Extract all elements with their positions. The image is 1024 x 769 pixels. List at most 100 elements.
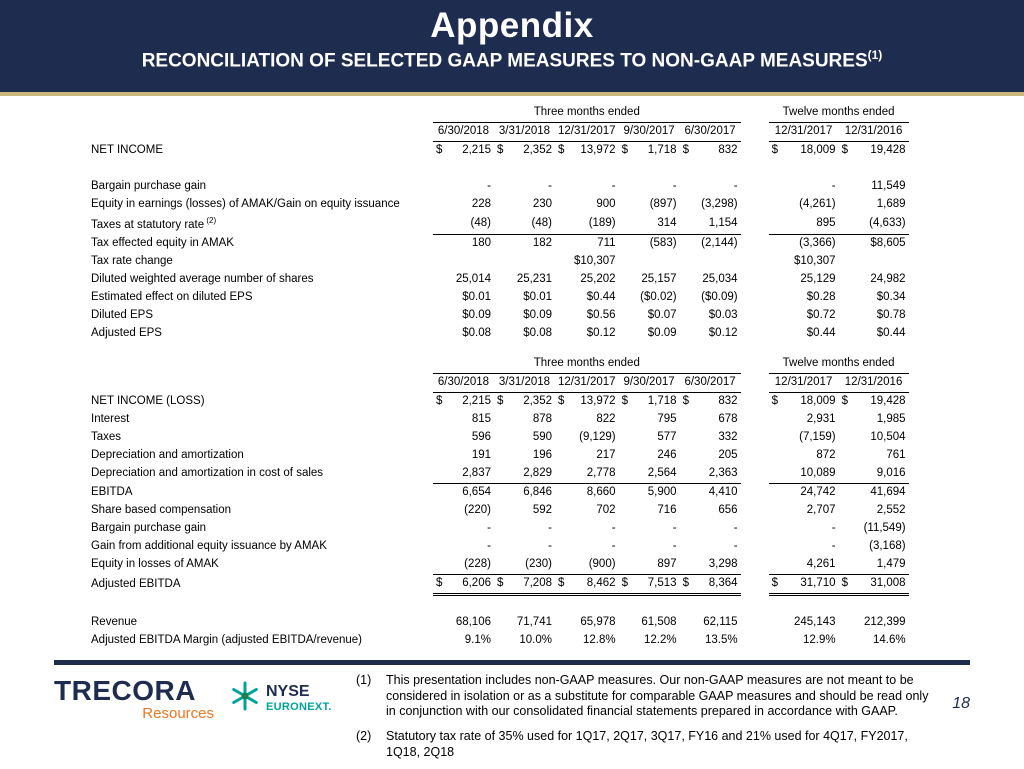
nyse-logo-line1: NYSE	[266, 683, 310, 701]
table-cell: 878	[532, 413, 552, 426]
date-column-header: 6/30/2017	[679, 373, 741, 394]
table-cell: $13,972	[555, 142, 619, 161]
table-cell: $0.44	[876, 327, 906, 340]
currency-symbol: $	[682, 144, 689, 157]
table-cell: -	[831, 522, 836, 535]
table-cell: -	[487, 522, 491, 535]
table-cell: 4,261	[768, 556, 839, 576]
table-cell: 656	[718, 504, 738, 517]
date-column-header: 3/31/2018	[494, 122, 555, 142]
table-cell: 245,143	[793, 616, 836, 629]
table-cell	[741, 355, 769, 374]
footnote-2: (2) Statutory tax rate of 35% used for 1…	[356, 729, 936, 760]
table-cell	[88, 374, 433, 393]
row-label: Interest	[91, 413, 130, 426]
table-row	[88, 160, 909, 178]
table-cell	[741, 289, 769, 307]
cell-value: 18,009	[800, 395, 836, 408]
table-cell: $19,428	[839, 393, 909, 412]
table-cell: $0.56	[586, 309, 616, 322]
cell-value: 832	[718, 395, 738, 408]
table-cell: 230	[532, 198, 552, 211]
table-cell: $8,462	[555, 574, 619, 597]
table-cell: -	[831, 540, 836, 553]
table-cell	[494, 595, 555, 615]
table-cell: $832	[680, 393, 741, 412]
table-row: Diluted weighted average number of share…	[88, 271, 909, 289]
nyse-euronext-logo: NYSE EURONEXT.	[230, 673, 340, 716]
table-cell: 24,742	[800, 486, 836, 499]
table-cell: 25,014	[455, 273, 491, 286]
cell-value: 1,718	[647, 144, 677, 157]
table-cell: $2,215	[433, 393, 494, 412]
table-cell: $8,364	[679, 574, 741, 597]
table-row: Taxes 596 590 (9,129) 577 332 (7,159) 10,504	[88, 429, 909, 447]
date-column-header: 12/31/2017	[555, 122, 619, 142]
table-cell	[619, 160, 680, 178]
trecora-logo-wordmark: TRECORA	[54, 675, 196, 707]
table-cell	[741, 447, 769, 465]
row-label: Equity in earnings (losses) of AMAK/Gain…	[91, 198, 400, 211]
date-header-row: 6/30/2018 3/31/2018 12/31/2017 9/30/2017 6/3…	[88, 122, 909, 142]
row-label: Gain from additional equity issuance by …	[91, 540, 327, 553]
table-cell: 332	[718, 431, 738, 444]
table-cell: 6,846	[523, 486, 552, 499]
table-cell: 596	[471, 431, 491, 444]
table-cell: $18,009	[769, 393, 839, 412]
table-cell: (9,129)	[579, 431, 616, 444]
table-cell: 2,837	[433, 465, 494, 485]
table-cell	[741, 632, 769, 650]
table-cell	[619, 595, 680, 615]
currency-symbol: $	[771, 577, 778, 590]
table-cell: -	[733, 180, 738, 193]
cell-value: 8,462	[586, 577, 616, 590]
cell-value: 19,428	[870, 395, 906, 408]
table-cell	[741, 214, 769, 235]
col-group-header: Three months ended	[433, 104, 741, 123]
table-cell: 577	[657, 431, 677, 444]
table-cell: 62,115	[703, 616, 738, 629]
table-cell	[741, 484, 769, 503]
table-row: Bargain purchase gain - - - - - - 11,549	[88, 178, 909, 196]
cell-value: 7,208	[523, 577, 552, 590]
table-cell: 25,034	[702, 273, 738, 286]
table-cell: ($0.09)	[701, 291, 738, 304]
footnote-1: (1) This presentation includes non-GAAP …	[356, 673, 936, 720]
currency-symbol: $	[841, 395, 848, 408]
cell-value: 8,364	[708, 577, 738, 590]
table-row: Adjusted EBITDA Margin (adjusted EBITDA/…	[88, 632, 909, 650]
row-label: Diluted weighted average number of share…	[91, 273, 314, 286]
table-cell: 25,129	[800, 273, 836, 286]
table-cell: (900)	[555, 556, 619, 576]
table-cell: (2,144)	[701, 237, 738, 250]
slide-body: Three months ended Twelve months ended 6…	[0, 96, 1024, 650]
table-cell: 41,694	[870, 486, 906, 499]
table-cell	[741, 520, 769, 538]
table-cell: -	[487, 540, 491, 553]
row-label: Revenue	[91, 616, 138, 629]
table-cell: $7,513	[618, 574, 680, 597]
table-cell: 2,931	[806, 413, 836, 426]
table-cell: 246	[657, 449, 677, 462]
financial-table: Three months ended Twelve months ended 6…	[88, 104, 909, 343]
table-cell: $0.08	[523, 327, 552, 340]
table-row: Tax rate change $10,307 $10,307	[88, 253, 909, 271]
table-cell: $10,307	[793, 255, 836, 268]
table-cell: 4,410	[708, 486, 738, 499]
table-cell	[88, 104, 433, 123]
table-row	[88, 595, 909, 615]
currency-symbol: $	[497, 144, 504, 157]
footer-divider	[54, 660, 970, 666]
cell-value: 13,972	[580, 395, 616, 408]
table-cell: 12.8%	[582, 634, 616, 647]
trecora-logo-subtext: Resources	[142, 705, 214, 723]
date-column-header: 6/30/2018	[433, 373, 494, 394]
table-cell: 2,363	[679, 465, 741, 485]
date-column-header: 3/31/2018	[494, 373, 555, 394]
table-cell	[741, 104, 769, 123]
row-label: Adjusted EPS	[91, 327, 162, 340]
table-cell: 68,106	[455, 616, 491, 629]
table-cell: (48)	[433, 214, 494, 236]
nyse-logo-line2: EURONEXT.	[266, 701, 332, 714]
table-cell: 2,564	[618, 465, 680, 485]
